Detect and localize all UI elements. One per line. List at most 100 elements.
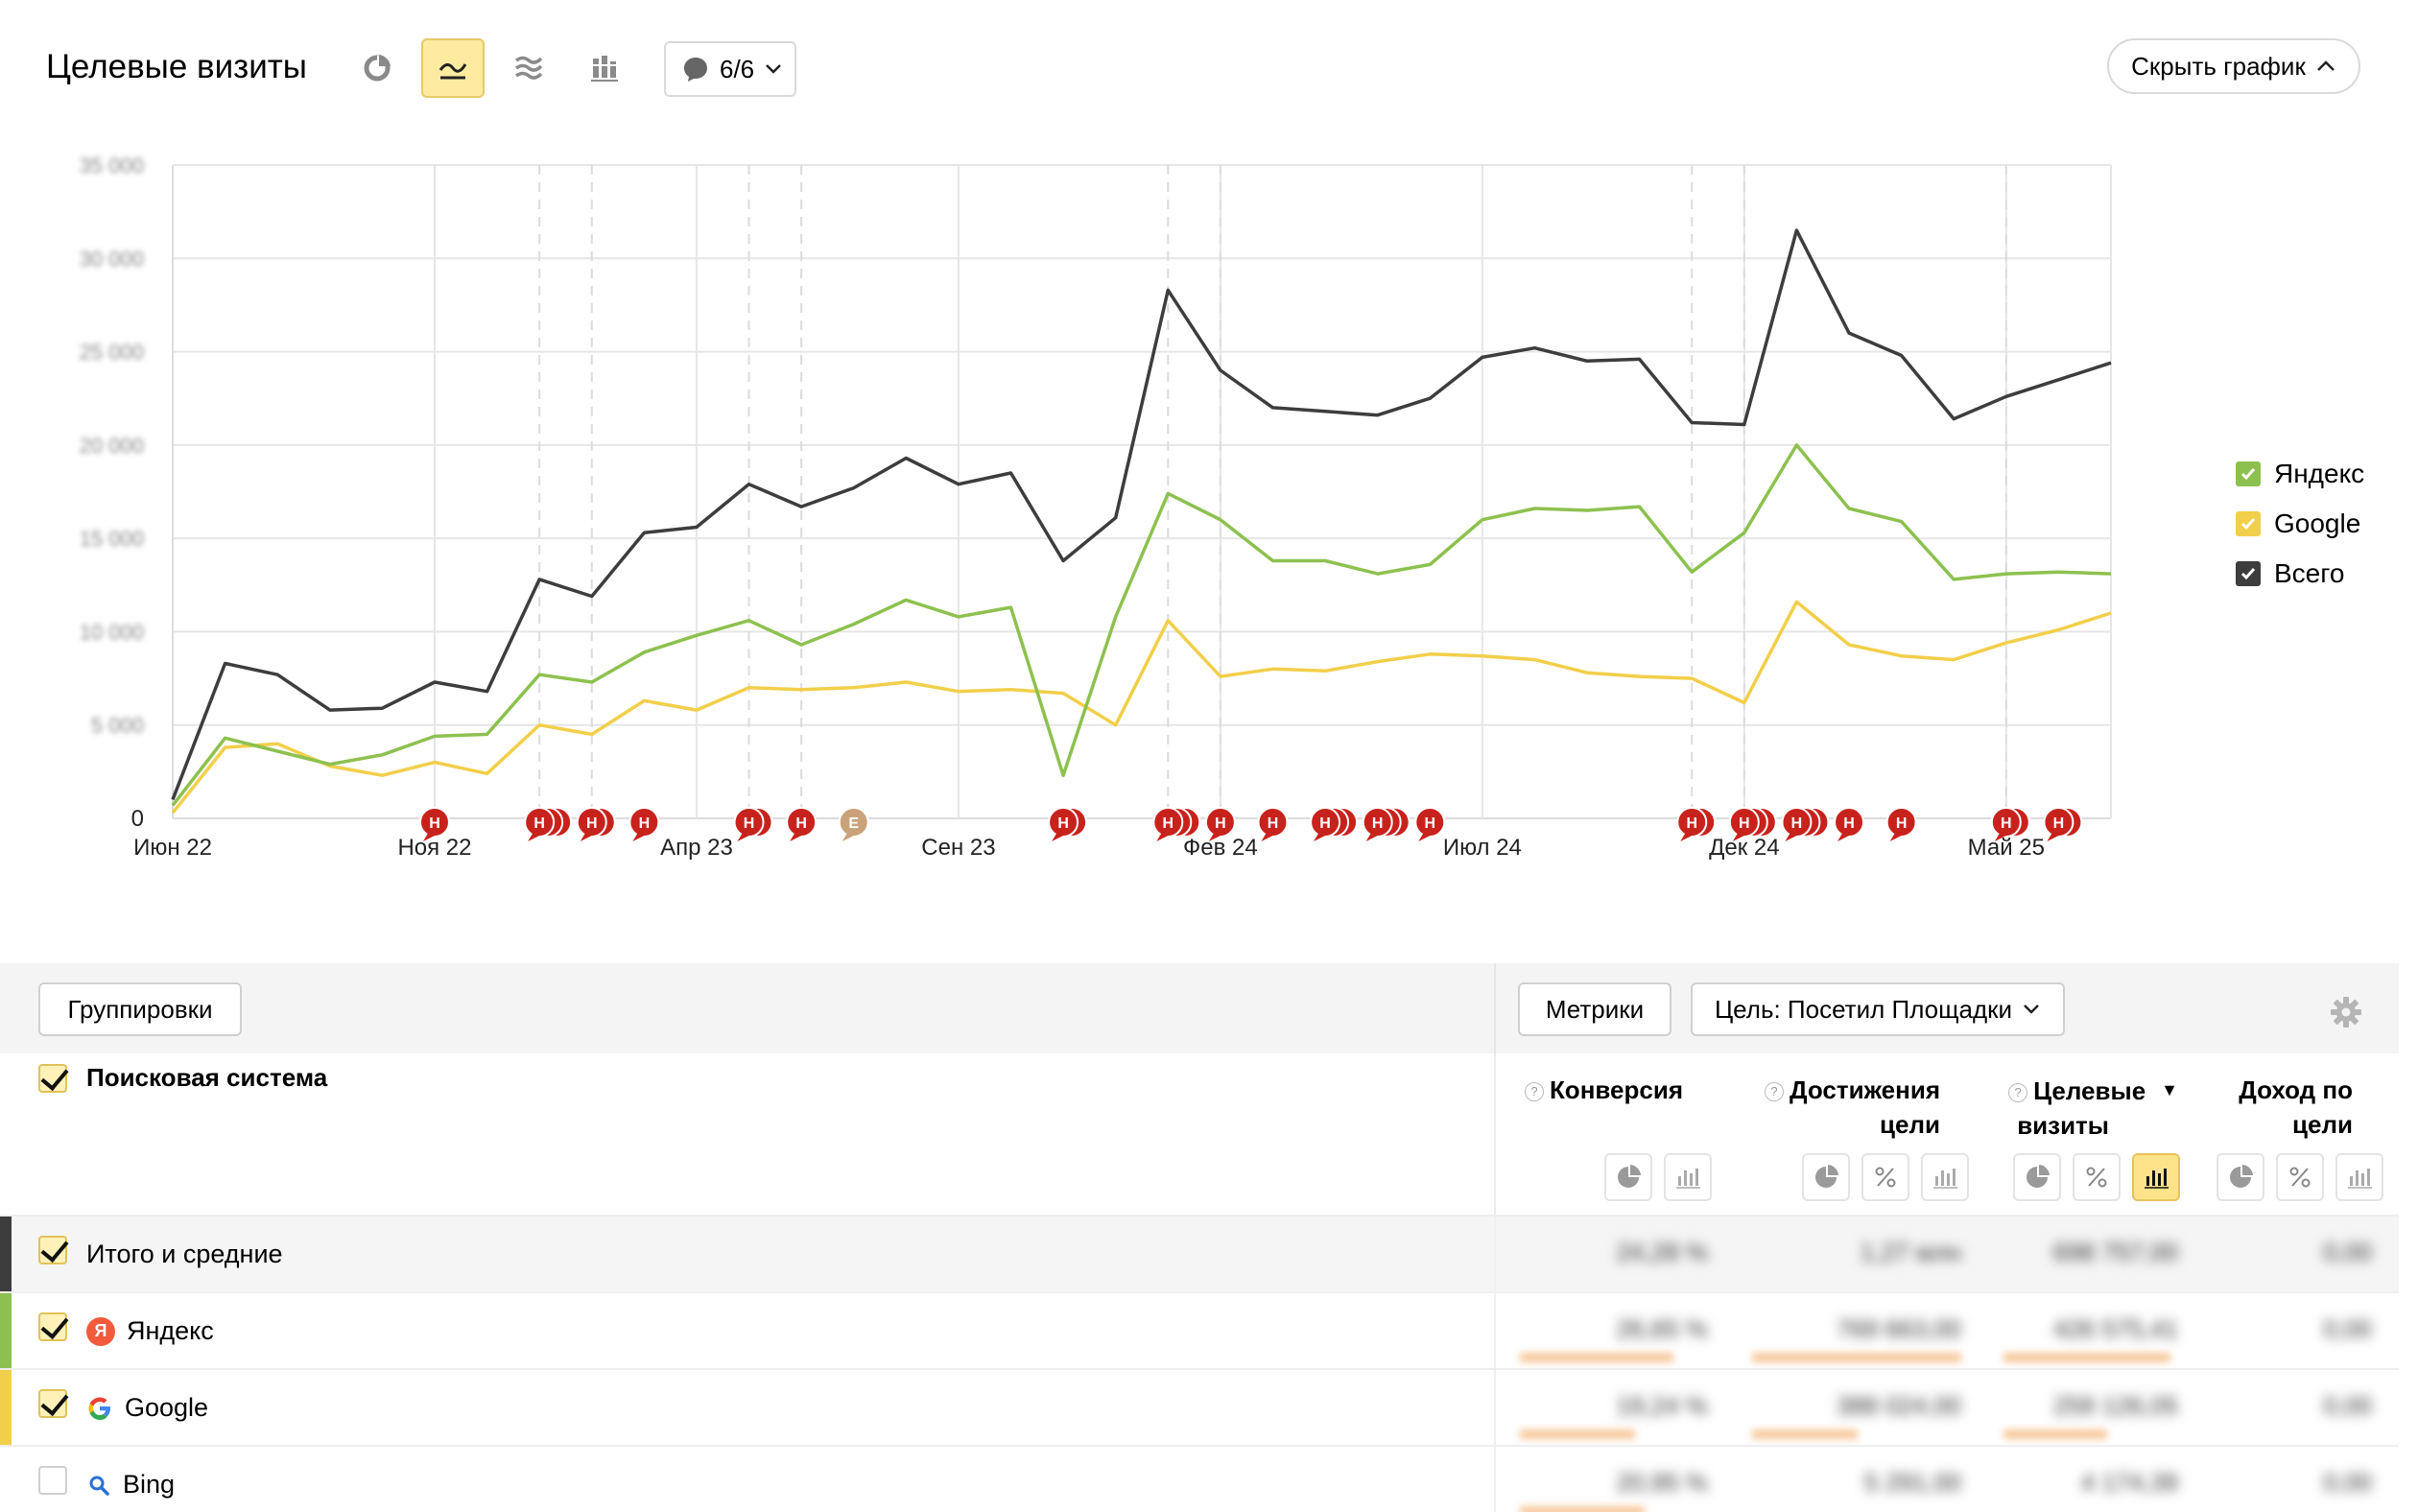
series-line-2 <box>171 600 2112 815</box>
y-tick-label: 10 000 <box>80 620 144 644</box>
column-view-buttons-target-visits <box>2013 1153 2180 1201</box>
annotation-marker <box>1414 807 1446 838</box>
share-bar-goal-reaches <box>1752 1429 1858 1439</box>
annotation-marker <box>1834 807 1865 838</box>
row-checkbox[interactable] <box>38 1312 67 1341</box>
row-label-text: Bing <box>123 1470 176 1499</box>
row-checkbox[interactable] <box>38 1389 67 1418</box>
table-row-bing[interactable]: Bing 20,95 % 5 291,00 4 174,39 0,00 <box>0 1445 2399 1512</box>
y-tick-label: 35 000 <box>80 154 144 177</box>
cell-target-visits: 259 126,05 <box>2052 1391 2178 1420</box>
annotation-letter: Н <box>1372 815 1384 832</box>
annotation-letter: Н <box>795 815 807 832</box>
annotation-marker <box>1885 807 1917 838</box>
percent-view-button[interactable] <box>1861 1153 1909 1201</box>
column-header-goal-reaches[interactable]: ? Достижения цели <box>1727 1073 1940 1142</box>
row-color-marker <box>0 1293 12 1368</box>
line-chart-toggle[interactable] <box>421 38 485 98</box>
legend-item-google[interactable]: Google <box>2236 499 2364 549</box>
pie-view-button[interactable] <box>1802 1153 1850 1201</box>
bar-view-button-active[interactable] <box>2132 1153 2180 1201</box>
legend-item-yandex[interactable]: Яндекс <box>2236 449 2364 499</box>
row-checkbox[interactable] <box>38 1466 67 1495</box>
cell-conversion: 24,28 % <box>1616 1238 1708 1266</box>
annotation-tail <box>1785 832 1799 841</box>
legend-checkbox-yandex[interactable] <box>2236 461 2261 486</box>
bar-chart-toggle[interactable] <box>573 38 636 98</box>
annotation-letter: Н <box>744 815 755 832</box>
x-tick-label: Май 25 <box>1968 835 2045 861</box>
column-label-goal-reaches-1: Достижения <box>1790 1075 1940 1104</box>
toolbar-divider <box>1494 963 1496 1053</box>
table-row-total[interactable]: Итого и средние 24,28 % 1,27 млн 698 757… <box>0 1215 2399 1291</box>
cell-goal-revenue: 0,00 <box>2323 1314 2372 1343</box>
annotation-marker <box>1781 807 1813 838</box>
annotation-marker <box>1362 807 1393 838</box>
cell-target-visits: 4 174,39 <box>2080 1468 2178 1497</box>
chart-legend: Яндекс Google Всего <box>2236 449 2364 599</box>
dimension-column-header[interactable]: Поисковая система <box>38 1063 327 1093</box>
column-header-goal-revenue[interactable]: Доход по цели <box>2207 1073 2353 1142</box>
x-tick-label: Апр 23 <box>660 835 733 861</box>
notes-filter-dropdown[interactable]: 6/6 <box>664 41 796 97</box>
cell-goal-revenue: 0,00 <box>2323 1391 2372 1420</box>
check-icon <box>2240 518 2256 531</box>
chevron-up-icon <box>2316 60 2335 71</box>
stacked-bar-icon <box>591 56 618 82</box>
annotation-marker <box>418 807 450 838</box>
pie-chart-icon <box>2230 1165 2253 1188</box>
legend-label-yandex: Яндекс <box>2274 459 2365 488</box>
help-icon[interactable]: ? <box>2008 1083 2028 1102</box>
notes-count: 6/6 <box>720 54 755 83</box>
percent-view-button[interactable] <box>2276 1153 2324 1201</box>
legend-checkbox-google[interactable] <box>2236 511 2261 536</box>
annotation-tail <box>1889 832 1904 841</box>
table-row-yandex[interactable]: Я Яндекс 26,65 % 769 663,00 426 575,41 0… <box>0 1291 2399 1368</box>
annotation-letter: Е <box>848 815 859 832</box>
annotation-marker <box>1728 807 1760 838</box>
goal-dropdown[interactable]: Цель: Посетил Площадки <box>1691 982 2065 1036</box>
header-divider <box>1494 1053 1496 1215</box>
bar-view-button[interactable] <box>1664 1153 1712 1201</box>
cell-goal-reaches: 1,27 млн <box>1860 1238 1961 1266</box>
pie-view-button[interactable] <box>2013 1153 2061 1201</box>
annotation-tail <box>2047 832 2061 841</box>
annotation-letter: Н <box>2053 815 2065 832</box>
pie-chart-toggle[interactable] <box>345 38 409 98</box>
annotation-tail <box>1314 832 1328 841</box>
help-icon[interactable]: ? <box>1765 1082 1785 1101</box>
metrics-button[interactable]: Метрики <box>1518 982 1671 1036</box>
column-header-conversion[interactable]: ? Конверсия <box>1522 1073 1683 1107</box>
annotation-marker <box>1152 807 1184 838</box>
area-chart-toggle[interactable] <box>497 38 560 98</box>
gear-icon[interactable] <box>2330 996 2362 1028</box>
groupings-button[interactable]: Группировки <box>38 982 242 1036</box>
pie-chart-icon <box>2027 1165 2050 1188</box>
row-checkbox[interactable] <box>38 1236 67 1264</box>
select-all-checkbox[interactable] <box>38 1063 67 1093</box>
pie-view-button[interactable] <box>2216 1153 2264 1201</box>
column-header-target-visits[interactable]: ? Целевые ▼ визиты <box>2005 1073 2178 1143</box>
row-color-marker <box>0 1217 12 1291</box>
legend-item-total[interactable]: Всего <box>2236 549 2364 599</box>
pie-view-button[interactable] <box>1604 1153 1652 1201</box>
bar-view-button[interactable] <box>2335 1153 2383 1201</box>
goal-label: Цель: Посетил Площадки <box>1714 994 2013 1024</box>
check-icon <box>2240 468 2256 481</box>
legend-checkbox-total[interactable] <box>2236 561 2261 586</box>
hide-chart-button[interactable]: Скрыть график <box>2107 38 2360 94</box>
percent-view-button[interactable] <box>2073 1153 2121 1201</box>
pie-chart-icon <box>1815 1165 1838 1188</box>
legend-label-google: Google <box>2274 508 2361 538</box>
row-label: Google <box>86 1393 208 1423</box>
cell-goal-revenue: 0,00 <box>2323 1238 2372 1266</box>
sort-desc-icon[interactable]: ▼ <box>2161 1080 2178 1099</box>
check-icon <box>2240 568 2256 580</box>
annotation-letter: Н <box>533 815 545 832</box>
annotation-letter: Н <box>1791 815 1803 832</box>
table-row-google[interactable]: Google 19,24 % 388 024,00 259 126,05 0,0… <box>0 1368 2399 1445</box>
help-icon[interactable]: ? <box>1524 1082 1544 1101</box>
annotation-tail <box>632 832 647 841</box>
column-view-buttons-goal-revenue <box>2216 1153 2383 1201</box>
bar-view-button[interactable] <box>1921 1153 1969 1201</box>
